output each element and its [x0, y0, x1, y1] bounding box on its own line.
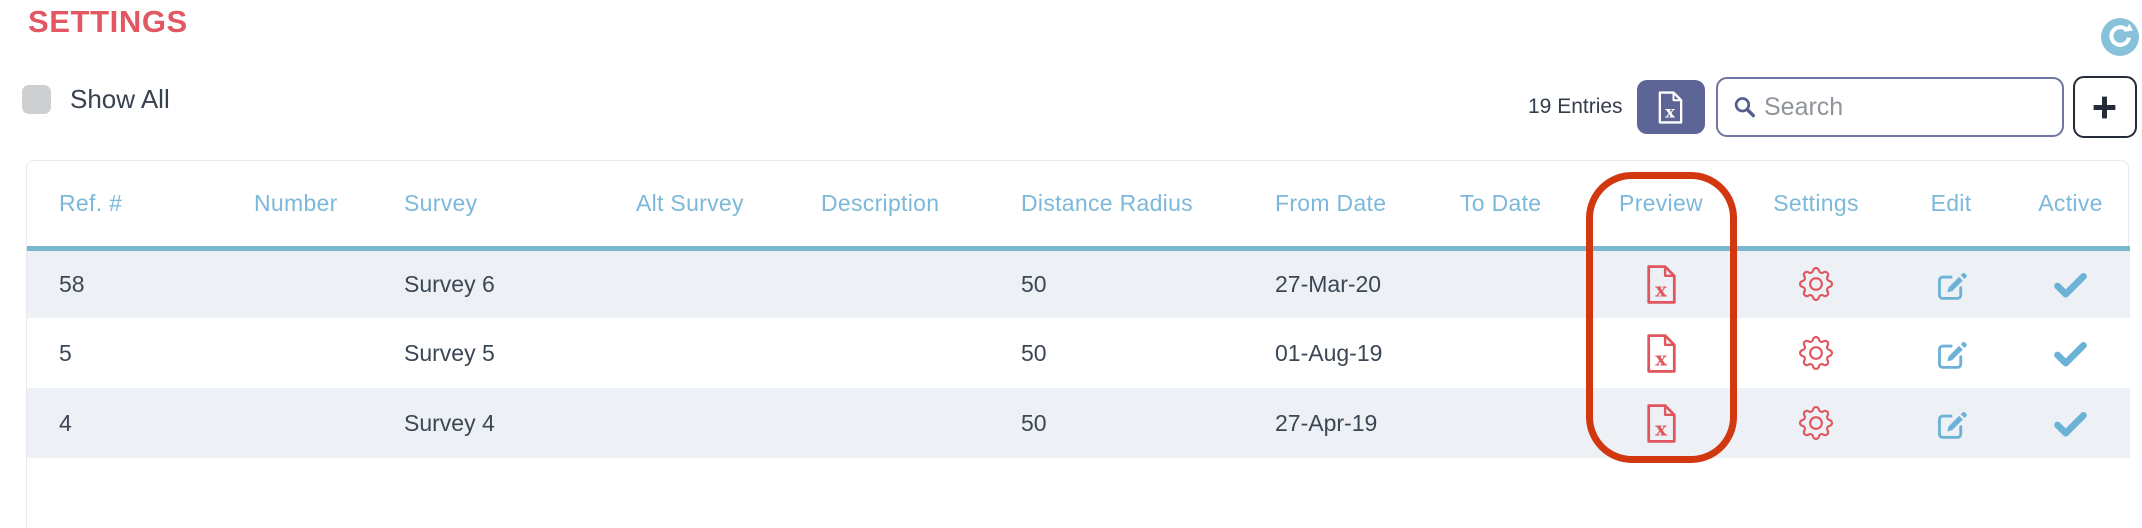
col-header-edit: Edit — [1891, 161, 2011, 251]
cell-from-date: 27-Apr-19 — [1275, 409, 1378, 436]
preview-excel-button[interactable] — [1644, 263, 1679, 306]
search-input[interactable] — [1763, 92, 2050, 122]
col-header-alt-survey: Alt Survey — [606, 161, 791, 251]
cell-alt-survey — [606, 248, 791, 318]
cell-ref: 58 — [59, 270, 85, 297]
toolbar-right: 19 Entries — [1528, 74, 2137, 140]
entries-count: 19 Entries — [1528, 95, 1623, 118]
cell-survey: Survey 4 — [404, 409, 495, 436]
col-header-active: Active — [2011, 161, 2130, 251]
cell-alt-survey — [606, 388, 791, 458]
edit-button[interactable] — [1933, 266, 1970, 303]
cell-distance-radius: 50 — [1021, 409, 1047, 436]
cell-number — [224, 318, 374, 388]
excel-file-icon — [1646, 403, 1676, 443]
row-settings-button[interactable] — [1799, 336, 1833, 370]
excel-file-icon — [1646, 333, 1676, 373]
row-settings-button[interactable] — [1799, 406, 1833, 440]
col-header-to-date: To Date — [1430, 161, 1581, 251]
edit-pencil-icon — [1937, 410, 1968, 439]
refresh-button[interactable] — [2101, 18, 2139, 56]
check-icon — [2054, 412, 2087, 437]
cell-ref: 5 — [59, 339, 72, 366]
refresh-icon — [2101, 18, 2139, 56]
col-header-ref: Ref. # — [27, 161, 224, 251]
search-icon — [1734, 97, 1755, 118]
gear-icon — [1799, 267, 1833, 302]
col-header-survey: Survey — [374, 161, 606, 251]
cell-survey: Survey 6 — [404, 270, 495, 297]
row-settings-button[interactable] — [1799, 267, 1833, 302]
excel-file-icon — [1646, 264, 1676, 304]
cell-from-date: 01-Aug-19 — [1275, 339, 1383, 366]
cell-number — [224, 248, 374, 318]
table-row: 4 Survey 4 50 27-Apr-19 — [27, 388, 2130, 458]
active-toggle[interactable] — [2054, 273, 2087, 298]
cell-distance-radius: 50 — [1021, 270, 1047, 297]
edit-button[interactable] — [1933, 405, 1970, 442]
cell-description — [791, 318, 991, 388]
excel-file-icon — [1658, 90, 1683, 124]
settings-table: Ref. # Number Survey Alt Survey Descript… — [26, 160, 2130, 528]
add-button[interactable] — [2072, 76, 2137, 138]
active-toggle[interactable] — [2054, 342, 2087, 367]
col-header-preview: Preview — [1581, 161, 1741, 251]
plus-icon — [2093, 96, 2116, 118]
col-header-settings: Settings — [1741, 161, 1891, 251]
cell-distance-radius: 50 — [1021, 339, 1047, 366]
cell-to-date — [1430, 318, 1581, 388]
check-icon — [2054, 273, 2087, 298]
cell-to-date — [1430, 388, 1581, 458]
show-all-checkbox[interactable] — [22, 85, 51, 114]
export-excel-button[interactable] — [1636, 80, 1705, 134]
table-row-partial — [27, 458, 2130, 528]
col-header-distance-radius: Distance Radius — [991, 161, 1245, 251]
cell-from-date: 27-Mar-20 — [1275, 270, 1382, 297]
cell-description — [791, 248, 991, 318]
edit-pencil-icon — [1937, 271, 1968, 300]
gear-icon — [1799, 336, 1833, 370]
cell-alt-survey — [606, 318, 791, 388]
preview-excel-button[interactable] — [1644, 402, 1679, 445]
edit-pencil-icon — [1937, 340, 1968, 369]
col-header-from-date: From Date — [1245, 161, 1430, 251]
cell-survey: Survey 5 — [404, 339, 495, 366]
active-toggle[interactable] — [2054, 412, 2087, 437]
col-header-number: Number — [224, 161, 374, 251]
check-icon — [2054, 342, 2087, 367]
cell-ref: 4 — [59, 409, 72, 436]
preview-excel-button[interactable] — [1644, 332, 1679, 375]
search-box[interactable] — [1715, 77, 2064, 137]
cell-description — [791, 388, 991, 458]
show-all-toggle[interactable]: Show All — [22, 84, 170, 115]
gear-icon — [1799, 406, 1833, 440]
col-header-description: Description — [791, 161, 991, 251]
show-all-label: Show All — [70, 84, 170, 114]
table-header-row: Ref. # Number Survey Alt Survey Descript… — [27, 161, 2130, 251]
table-row: 58 Survey 6 50 27-Mar-20 — [27, 248, 2130, 318]
table-row: 5 Survey 5 50 01-Aug-19 — [27, 318, 2130, 388]
page-title: SETTINGS — [28, 4, 188, 39]
edit-button[interactable] — [1933, 335, 1970, 372]
cell-to-date — [1430, 248, 1581, 318]
cell-number — [224, 388, 374, 458]
